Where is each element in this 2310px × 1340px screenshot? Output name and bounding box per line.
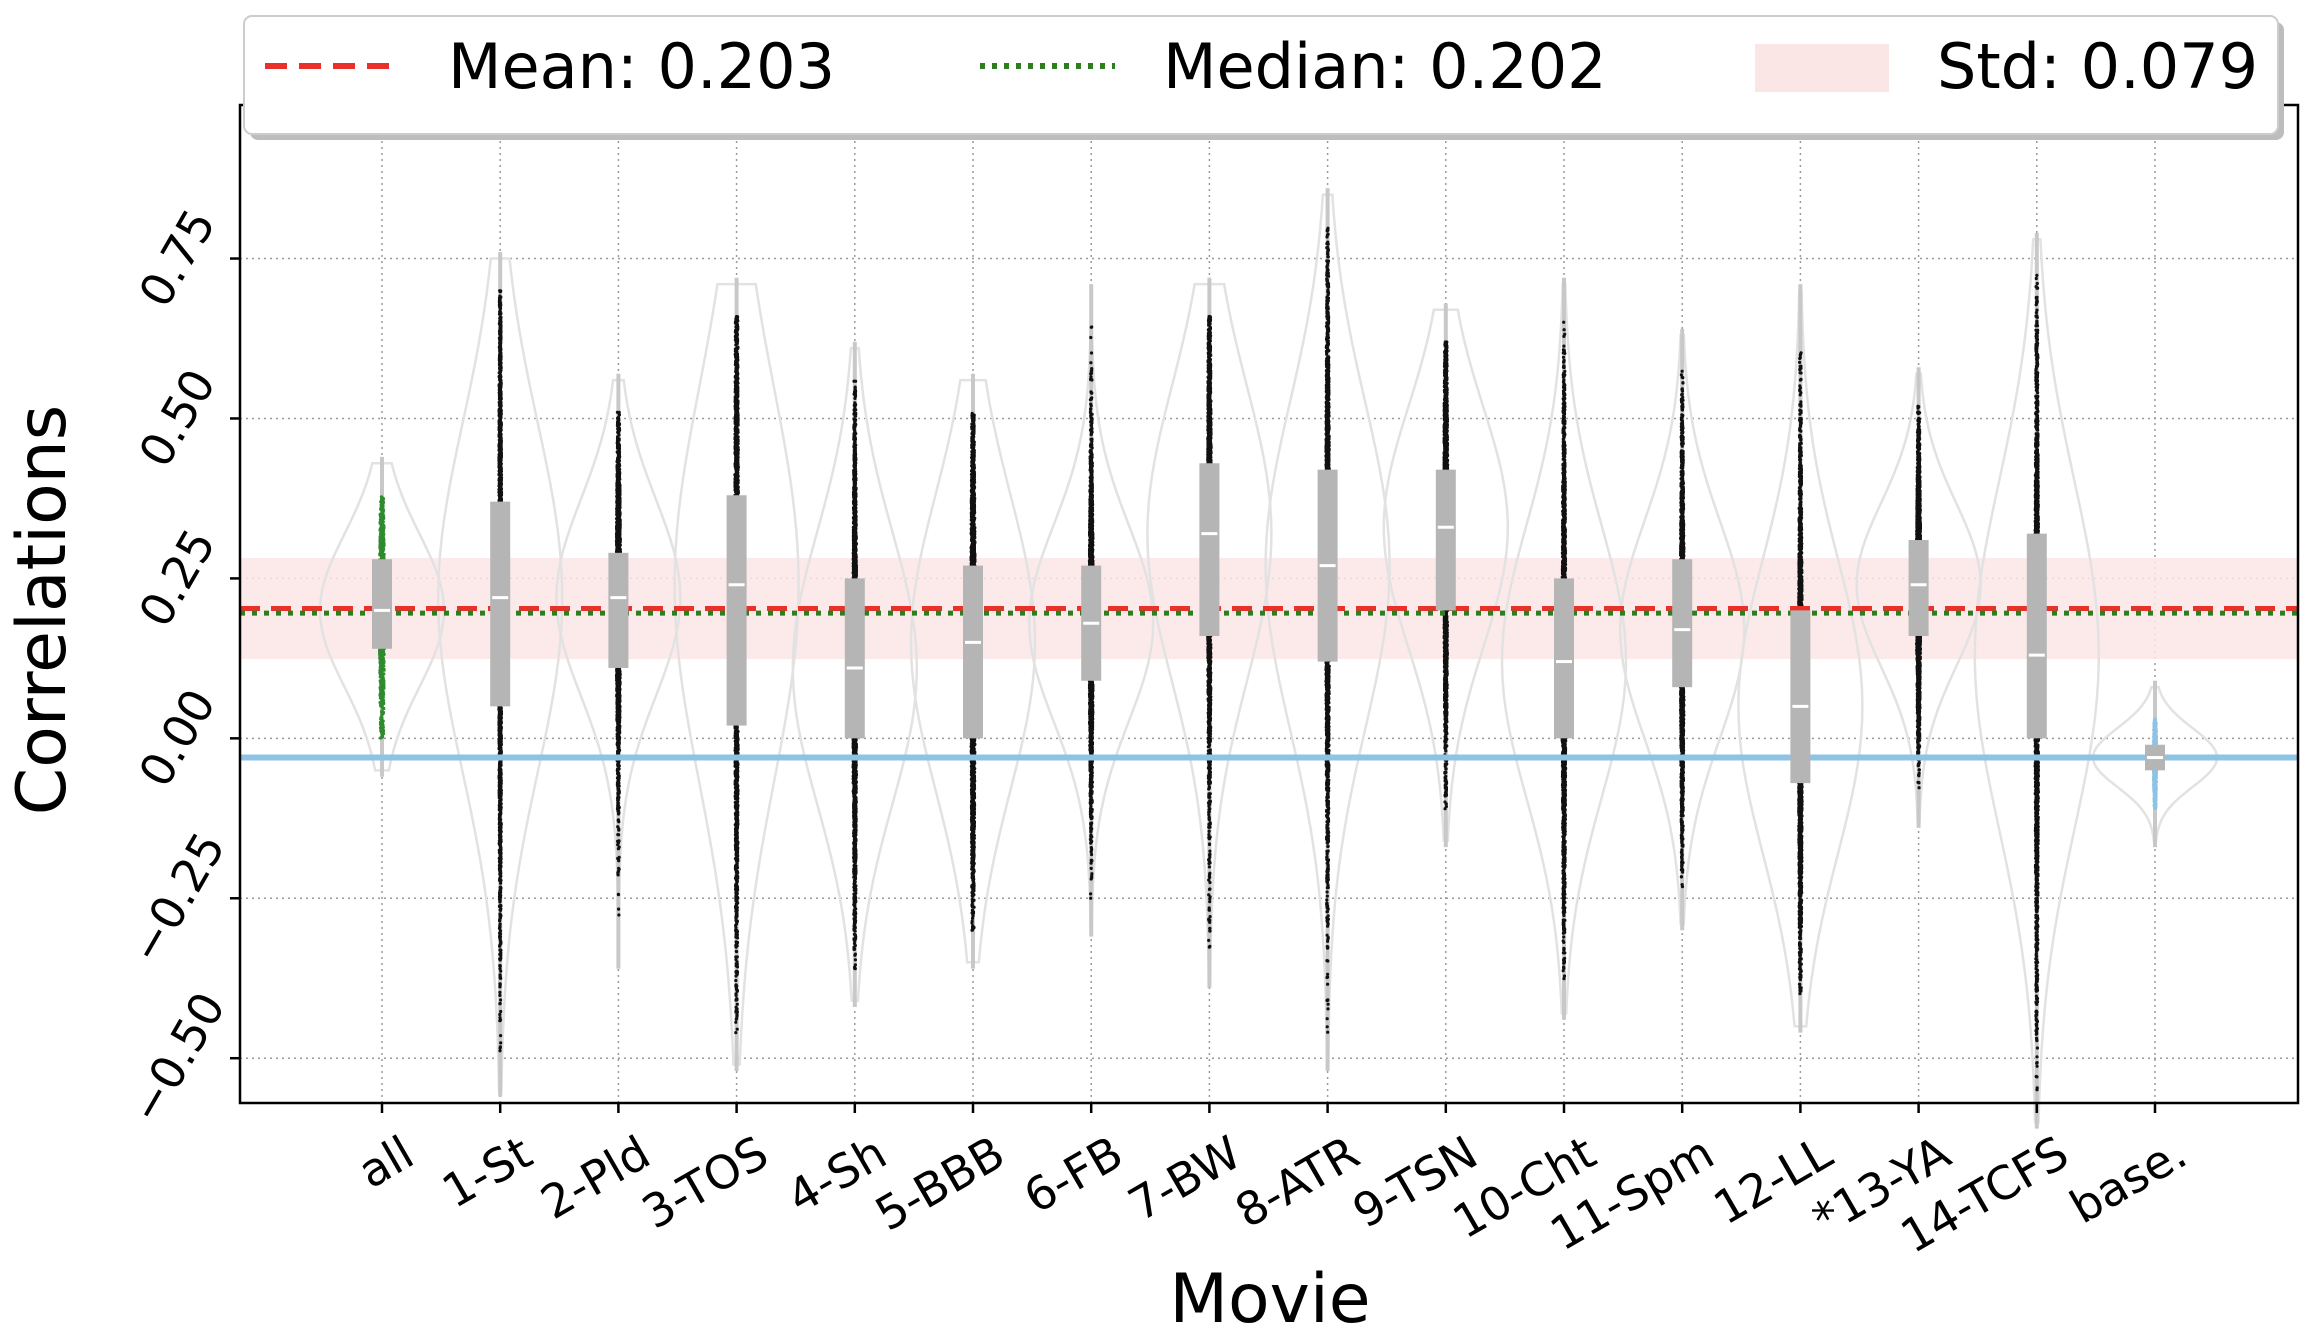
y-axis-title: Correlations [3, 405, 82, 815]
legend-mean-label: Mean: 0.203 [448, 30, 835, 103]
box-all [372, 559, 392, 649]
box-12-LL [1790, 610, 1810, 783]
legend-median-label: Median: 0.202 [1163, 30, 1607, 103]
y-tick-label: −0.50 [119, 983, 236, 1132]
legend-std-label: Std: 0.079 [1937, 30, 2258, 103]
x-tick-label: all [349, 1125, 423, 1199]
x-tick-label: 5-BBB [866, 1125, 1013, 1241]
x-tick-label: base. [2061, 1125, 2196, 1234]
x-tick-label: 1-St [433, 1125, 541, 1218]
y-tick-label: 0.00 [128, 680, 226, 796]
y-tick-label: −0.25 [119, 823, 236, 972]
x-tick-label: 3-TOS [633, 1125, 777, 1239]
box-10-Cht [1554, 578, 1574, 738]
x-tick-label: 7-BW [1119, 1125, 1250, 1232]
x-axis-title: Movie [1169, 1260, 1370, 1339]
box-1-St [490, 502, 510, 707]
box-4-Sh [845, 578, 865, 738]
box-5-BBB [963, 566, 983, 739]
y-ticks: −0.50−0.25 0.00 0.25 0.50 0.75 [119, 200, 240, 1132]
x-tick-label: 2-Pld [532, 1125, 659, 1230]
box-11-Spm [1672, 559, 1692, 687]
box-2-Pld [608, 553, 628, 668]
legend-std-swatch [1755, 44, 1889, 92]
y-tick-label: 0.75 [128, 200, 226, 316]
y-tick-label: 0.50 [128, 360, 226, 476]
y-tick-label: 0.25 [128, 520, 226, 636]
x-tick-label: 6-FB [1015, 1125, 1132, 1224]
box-3-TOS [727, 495, 747, 725]
correlations-chart: −0.50−0.25 0.00 0.25 0.50 0.75 all 1-St2-Pld3… [0, 0, 2310, 1340]
box-*13-YA [1909, 540, 1929, 636]
x-tick-label: 8-ATR [1226, 1125, 1368, 1238]
box-7-BW [1199, 463, 1219, 636]
box-9-TSN [1436, 470, 1456, 611]
box-14-TCFS [2027, 534, 2047, 739]
legend: Mean: 0.203 Median: 0.202 Std: 0.079 [244, 16, 2284, 140]
